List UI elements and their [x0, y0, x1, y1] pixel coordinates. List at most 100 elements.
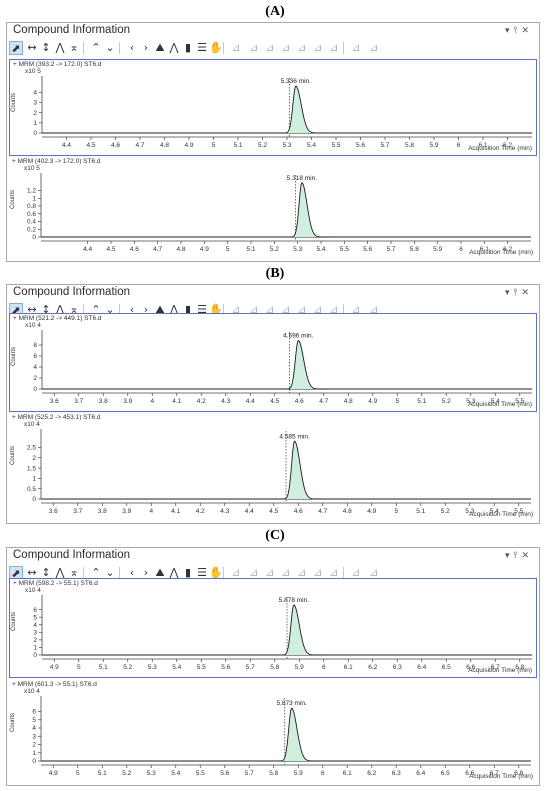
dropdown-icon[interactable]: ▾	[505, 25, 514, 35]
close-icon[interactable]: ✕	[521, 287, 533, 297]
bar-icon[interactable]: ▮	[184, 566, 192, 579]
integration-int-1-icon[interactable]: ⊿	[231, 41, 241, 54]
x-tick-label: 6.7	[490, 770, 499, 777]
baseline-icon[interactable]: ⌅	[69, 303, 79, 316]
integration-int-7-icon[interactable]: ⊿	[329, 303, 339, 316]
integration-int-1-icon[interactable]: ⊿	[231, 303, 241, 316]
h-zoom-icon[interactable]: ↔	[27, 41, 37, 54]
x-tick-label: 4.9	[367, 508, 376, 515]
down-icon[interactable]: ⌄	[105, 303, 115, 316]
chart-icon[interactable]: ⛰	[155, 41, 165, 54]
baseline-icon[interactable]: ⌅	[69, 566, 79, 579]
integration-int-3-icon[interactable]: ⊿	[265, 566, 275, 579]
chart-icon[interactable]: ⛰	[155, 303, 165, 316]
integration-int-3-icon[interactable]: ⊿	[265, 41, 275, 54]
peak-trace	[286, 340, 328, 390]
v-zoom-icon[interactable]: ↕	[41, 566, 51, 579]
chromatogram-plot[interactable]: + MRM (393.2 -> 172.0) ST6.d x10 5 Counts A…	[9, 59, 537, 156]
pin-icon[interactable]: ⫯	[513, 25, 522, 35]
h-zoom-icon[interactable]: ↔	[27, 566, 37, 579]
hand-icon[interactable]: ✋	[209, 303, 223, 316]
window-controls[interactable]: ▾⫯✕	[505, 25, 533, 36]
prev-icon[interactable]: ‹	[129, 303, 135, 316]
y-tick-label: 2	[33, 637, 37, 644]
integration-int-6-icon[interactable]: ⊿	[313, 41, 323, 54]
stack-icon[interactable]: ☰	[197, 41, 207, 54]
overlay-icon[interactable]: ⋀	[169, 566, 179, 579]
next-icon[interactable]: ›	[143, 303, 149, 316]
up-icon[interactable]: ⌃	[91, 303, 101, 316]
integration-int-2-icon[interactable]: ⊿	[249, 41, 259, 54]
close-icon[interactable]: ✕	[521, 25, 533, 35]
window-controls[interactable]: ▾⫯✕	[505, 287, 533, 298]
integration-int-3-icon[interactable]: ⊿	[265, 303, 275, 316]
up-icon[interactable]: ⌃	[91, 41, 101, 54]
bar-icon[interactable]: ▮	[184, 41, 192, 54]
prev-icon[interactable]: ‹	[129, 41, 135, 54]
integration-int-8-icon[interactable]: ⊿	[351, 41, 361, 54]
integration-int-7-icon[interactable]: ⊿	[329, 41, 339, 54]
overlay-icon[interactable]: ⋀	[169, 41, 179, 54]
y-multiplier: x10 4	[25, 322, 41, 329]
pin-icon[interactable]: ⫯	[513, 550, 522, 560]
close-icon[interactable]: ✕	[521, 550, 533, 560]
y-tick-label: 2	[32, 455, 36, 462]
dropdown-icon[interactable]: ▾	[505, 550, 514, 560]
integration-int-5-icon[interactable]: ⊿	[297, 41, 307, 54]
integration-int-6-icon[interactable]: ⊿	[313, 303, 323, 316]
x-tick-label: 4.9	[49, 770, 58, 777]
integration-int-9-icon[interactable]: ⊿	[369, 303, 379, 316]
hand-icon[interactable]: ✋	[209, 41, 223, 54]
integration-int-4-icon[interactable]: ⊿	[281, 41, 291, 54]
window-controls[interactable]: ▾⫯✕	[505, 550, 533, 561]
overlay-icon[interactable]: ⋀	[169, 303, 179, 316]
up-icon[interactable]: ⌃	[91, 566, 101, 579]
stack-icon[interactable]: ☰	[197, 566, 207, 579]
down-icon[interactable]: ⌄	[105, 41, 115, 54]
prev-icon[interactable]: ‹	[129, 566, 135, 579]
next-icon[interactable]: ›	[143, 41, 149, 54]
peak-icon[interactable]: ⋀	[55, 41, 65, 54]
pin-icon[interactable]: ⫯	[513, 287, 522, 297]
v-zoom-icon[interactable]: ↕	[41, 41, 51, 54]
integration-int-4-icon[interactable]: ⊿	[281, 566, 291, 579]
integration-int-9-icon[interactable]: ⊿	[369, 566, 379, 579]
trace-label: + MRM (598.2 -> 55.1) ST6.d	[13, 580, 98, 587]
integration-int-4-icon[interactable]: ⊿	[281, 303, 291, 316]
y-tick-label: 1	[32, 750, 36, 757]
x-tick-label: 6.2	[368, 664, 377, 671]
h-zoom-icon[interactable]: ↔	[27, 303, 37, 316]
chromatogram-plot[interactable]: + MRM (525.2 -> 453.1) ST6.d x10 4 Counts A…	[9, 413, 537, 521]
v-zoom-icon[interactable]: ↕	[41, 303, 51, 316]
select-icon[interactable]: ⬈	[9, 41, 23, 55]
x-tick-label: 4.7	[319, 398, 328, 405]
chromatogram-plot[interactable]: + MRM (521.2 -> 449.1) ST6.d x10 4 Counts A…	[9, 313, 537, 412]
integration-int-7-icon[interactable]: ⊿	[329, 566, 339, 579]
integration-int-8-icon[interactable]: ⊿	[351, 566, 361, 579]
peak-icon[interactable]: ⋀	[55, 303, 65, 316]
hand-icon[interactable]: ✋	[209, 566, 223, 579]
integration-int-6-icon[interactable]: ⊿	[313, 566, 323, 579]
y-tick-label: 1	[32, 476, 36, 483]
bar-icon[interactable]: ▮	[184, 303, 192, 316]
chromatogram-plot[interactable]: + MRM (402.3 -> 172.0) ST6.d x10 5 Counts A…	[9, 157, 537, 259]
integration-int-8-icon[interactable]: ⊿	[351, 303, 361, 316]
integration-int-5-icon[interactable]: ⊿	[297, 566, 307, 579]
integration-int-5-icon[interactable]: ⊿	[297, 303, 307, 316]
chromatogram-plot[interactable]: + MRM (598.2 -> 55.1) ST6.d x10 4 Counts Ac…	[9, 578, 537, 678]
peak-icon[interactable]: ⋀	[55, 566, 65, 579]
dropdown-icon[interactable]: ▾	[505, 287, 514, 297]
x-tick-label: 4.4	[62, 142, 71, 149]
chromatogram-plot[interactable]: + MRM (601.3 -> 55.1) ST6.d x10 4 Counts Ac…	[9, 680, 537, 783]
integration-int-1-icon[interactable]: ⊿	[231, 566, 241, 579]
integration-int-2-icon[interactable]: ⊿	[249, 566, 259, 579]
y-tick-label: 0	[33, 130, 37, 137]
chart-icon[interactable]: ⛰	[155, 566, 165, 579]
integration-int-2-icon[interactable]: ⊿	[249, 303, 259, 316]
integration-int-9-icon[interactable]: ⊿	[369, 41, 379, 54]
next-icon[interactable]: ›	[143, 566, 149, 579]
down-icon[interactable]: ⌄	[105, 566, 115, 579]
y-multiplier: x10 4	[24, 688, 40, 695]
stack-icon[interactable]: ☰	[197, 303, 207, 316]
baseline-icon[interactable]: ⌅	[69, 41, 79, 54]
